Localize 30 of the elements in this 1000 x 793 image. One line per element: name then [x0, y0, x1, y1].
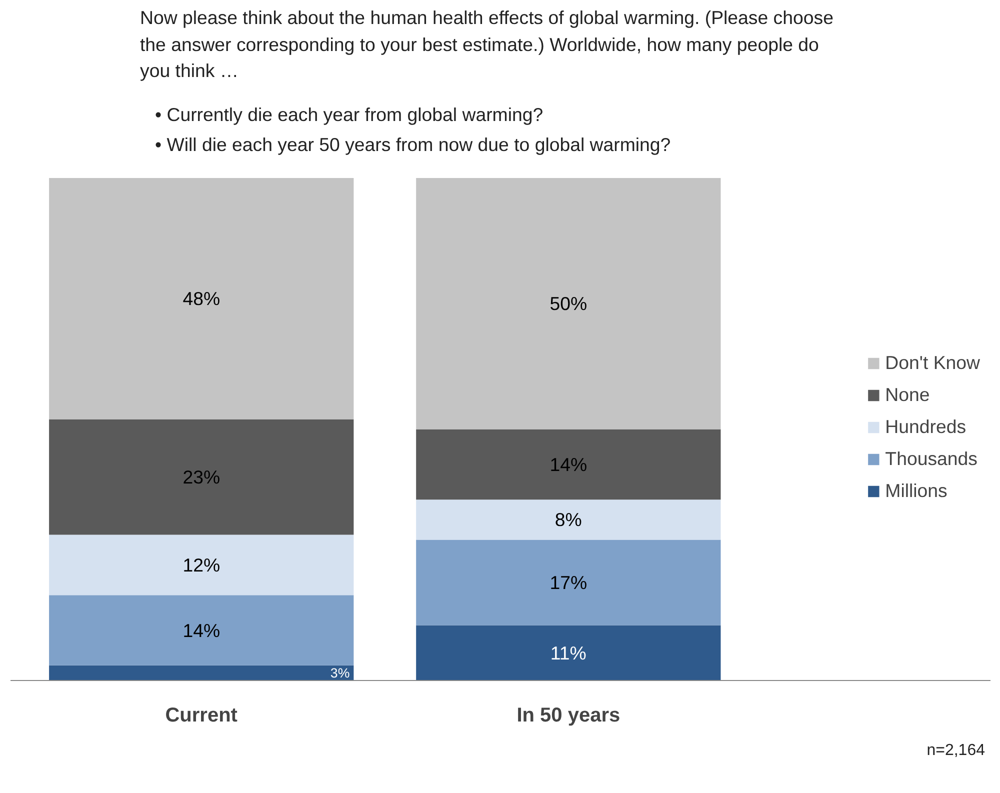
- bar: [49, 418, 354, 535]
- data-label: 8%: [554, 508, 582, 530]
- bar: [49, 178, 354, 419]
- data-label: 17%: [550, 572, 588, 593]
- bar: [416, 499, 721, 540]
- chart-title: Now please think about the human health effects of global warming. (Please choose the answer corresponding to your best estimate.) Worldwide, how many people do you think …: [140, 6, 834, 84]
- data-label: 14%: [182, 620, 220, 641]
- x-tick-label: Current: [165, 704, 238, 726]
- legend-label: Millions: [885, 480, 948, 502]
- data-label: 50%: [550, 292, 588, 314]
- x-tick-label: In 50 years: [516, 704, 620, 726]
- bar: [416, 624, 721, 680]
- legend-label: Thousands: [885, 448, 978, 470]
- legend-label: Don't Know: [885, 352, 980, 374]
- bar: [416, 429, 721, 500]
- data-label: 14%: [550, 454, 588, 475]
- bar: [416, 178, 721, 430]
- data-label: 11%: [550, 642, 586, 664]
- legend-label: None: [885, 384, 930, 406]
- bar: [49, 594, 354, 666]
- data-label: 48%: [182, 288, 220, 309]
- bar: [49, 534, 354, 595]
- text: n=2,164: [926, 740, 985, 761]
- legend-label: Hundreds: [885, 416, 966, 438]
- data-label: 3%: [330, 665, 350, 680]
- chart-subtitle: • Currently die each year from global warming? • Will die each year 50 years from now due to global warming?: [155, 103, 671, 157]
- data-label: 12%: [182, 554, 220, 576]
- bar: [416, 540, 721, 625]
- bar: [49, 665, 354, 680]
- data-label: 23%: [182, 466, 220, 488]
